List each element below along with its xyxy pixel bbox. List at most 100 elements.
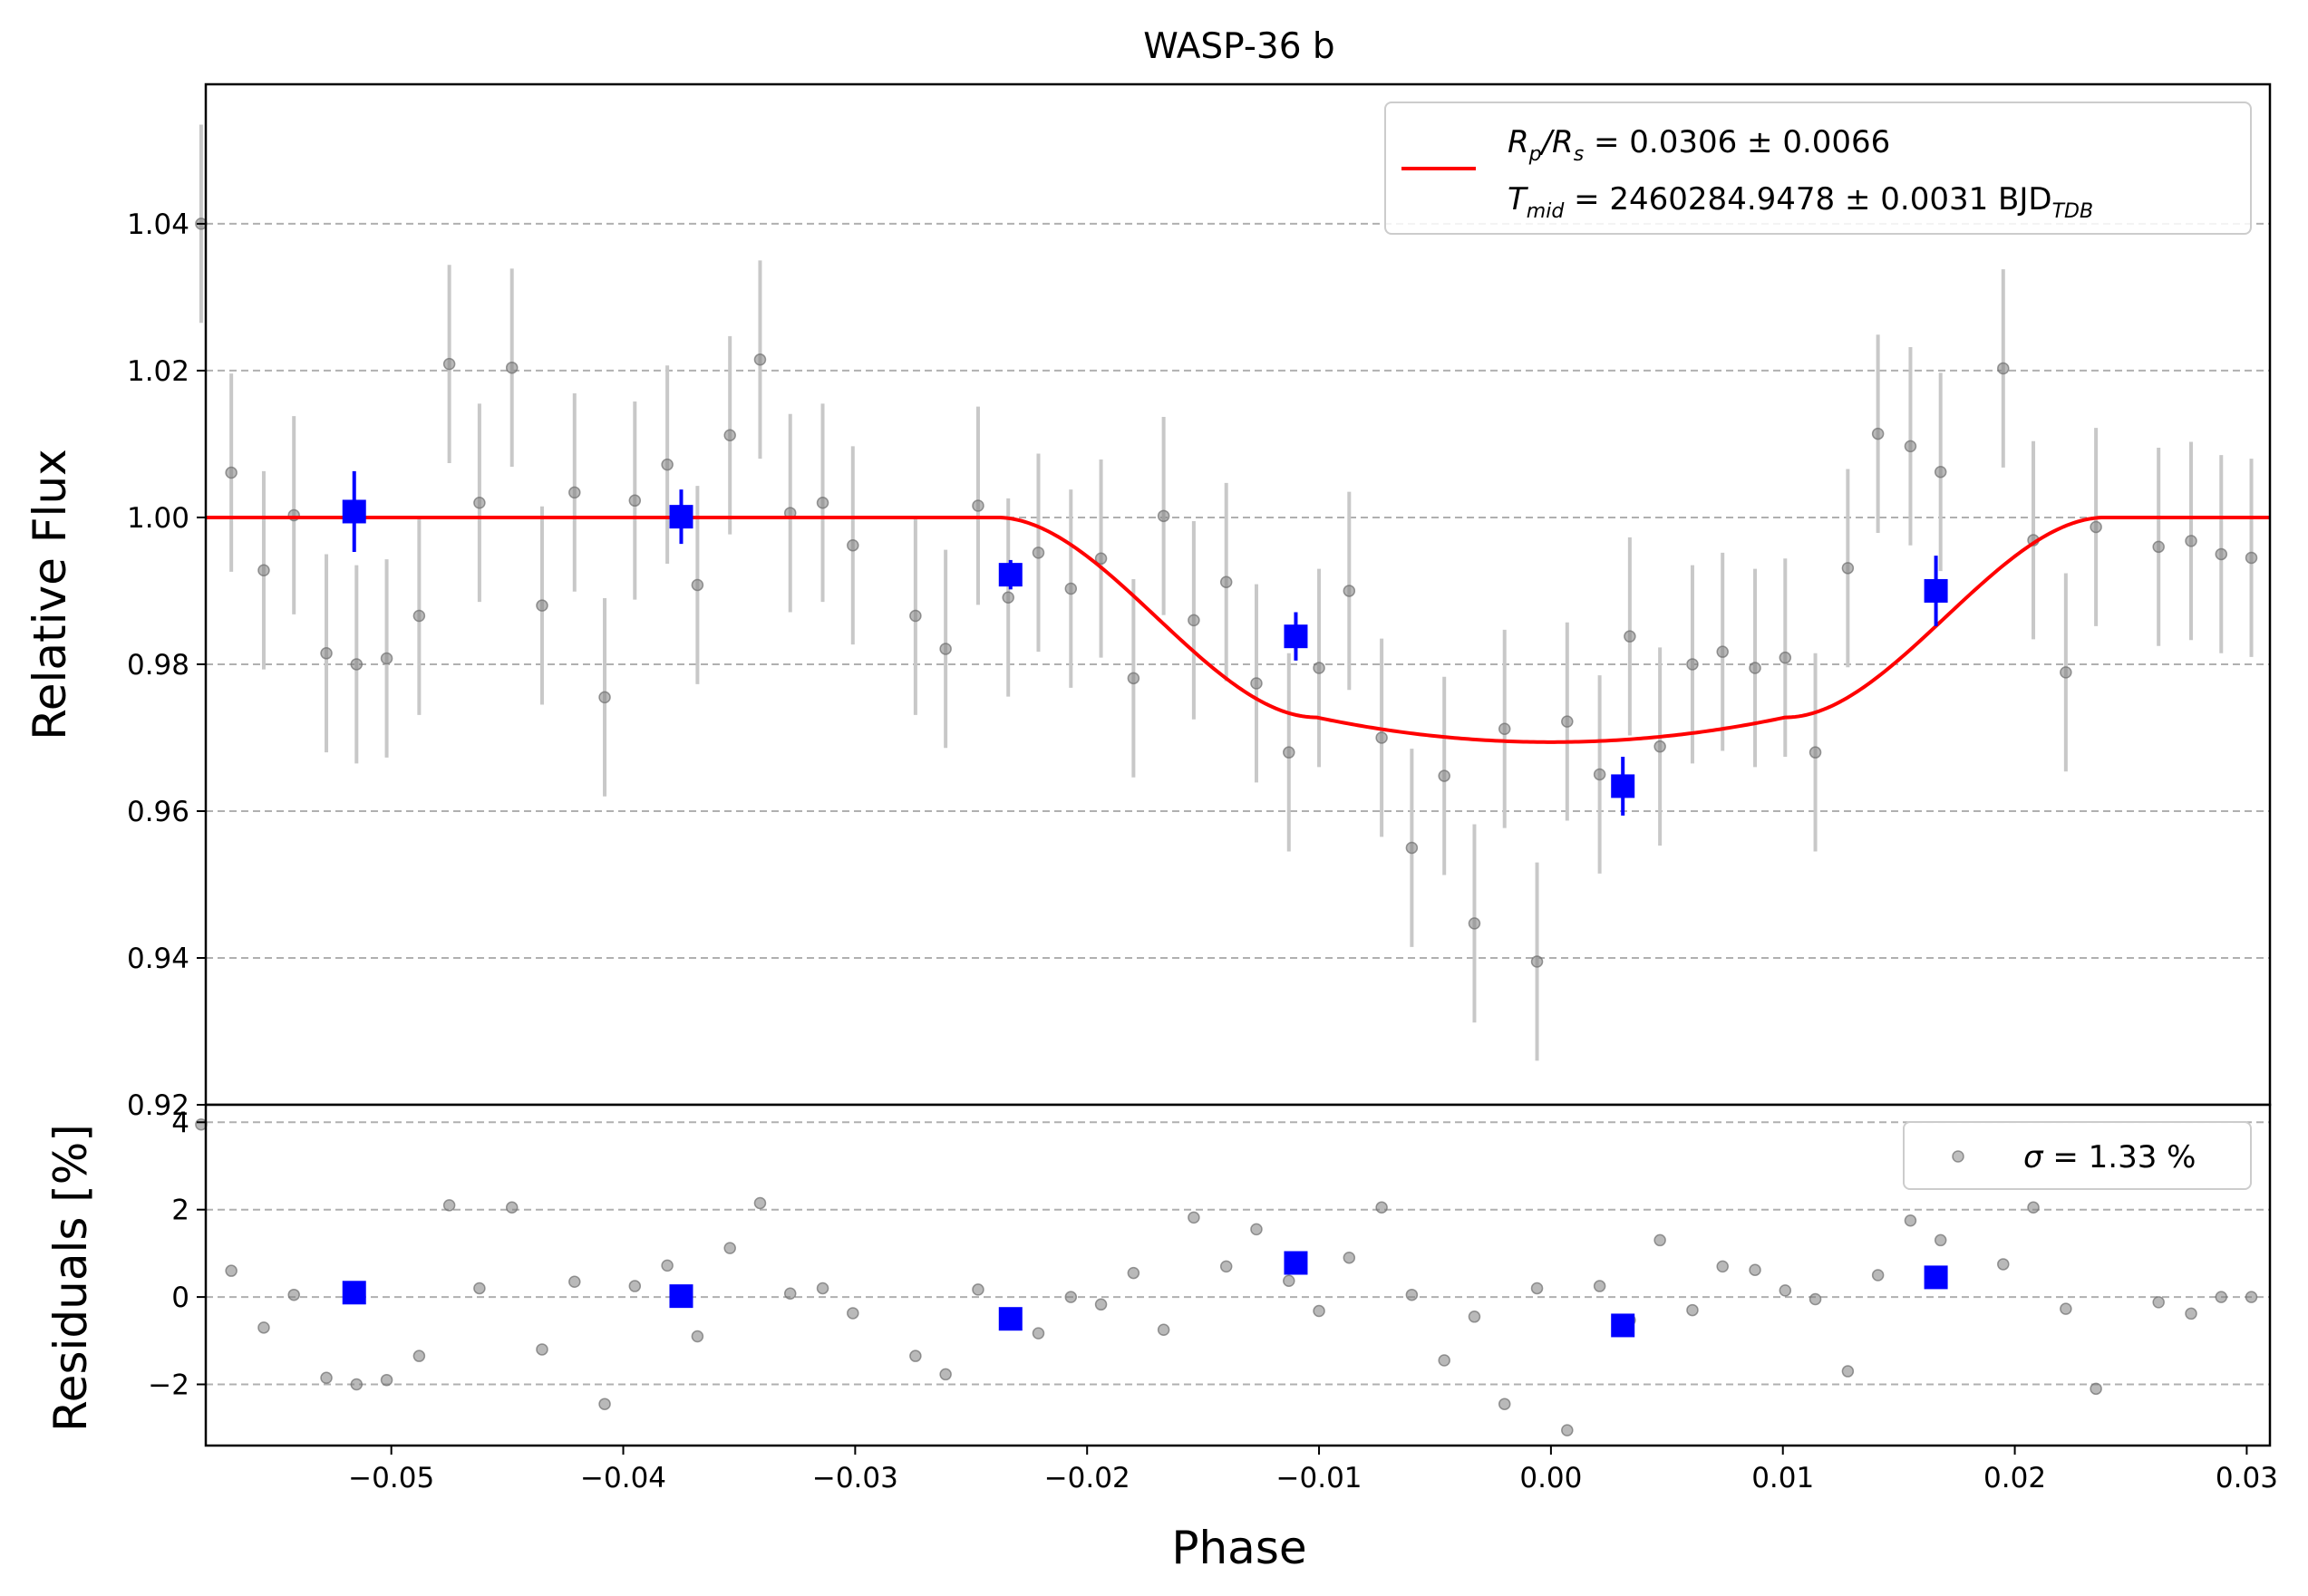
flux-raw-point: [1686, 658, 1699, 671]
residual-raw-point: [380, 1373, 393, 1387]
flux-raw-point: [1593, 768, 1606, 781]
flux-raw-point: [350, 658, 364, 671]
legend-radius-ratio-label: Rp/Rs = 0.0306 ± 0.0066: [1508, 124, 1890, 166]
flux-raw-point: [2060, 666, 2072, 679]
flux-raw-point: [536, 599, 548, 612]
flux-raw-point: [2185, 535, 2197, 547]
residual-raw-point: [2215, 1291, 2228, 1303]
flux-raw-point: [505, 361, 519, 374]
residual-raw-point: [847, 1307, 859, 1320]
flux-raw-point: [628, 494, 642, 508]
residual-binned-point: [342, 1281, 366, 1305]
residual-raw-point: [1653, 1233, 1666, 1247]
residual-raw-point: [1530, 1282, 1544, 1295]
residual-raw-point: [350, 1378, 364, 1391]
flux-raw-point: [2152, 540, 2165, 554]
residual-raw-point: [225, 1264, 238, 1277]
residual-raw-point: [2027, 1201, 2040, 1214]
residual-raw-point: [1593, 1280, 1606, 1292]
flux-panel: 0.92 0.94 0.96 0.98 1.00 1.02 1.04 Relative Fl…: [24, 82, 2272, 1122]
phase-x-tick-label: 0.03: [2216, 1462, 2278, 1494]
residual-raw-point: [320, 1371, 333, 1385]
flux-raw-point: [1438, 769, 1450, 782]
residuals-y-axis-ticks: −2 0 2 4: [148, 1107, 206, 1402]
flux-raw-point: [380, 652, 393, 665]
residual-raw-point: [2060, 1302, 2072, 1315]
flux-binned-point: [1284, 624, 1308, 649]
flux-raw-point: [1779, 651, 1792, 664]
residuals-legend: σ = 1.33 %: [1903, 1121, 2252, 1190]
flux-raw-point: [972, 499, 984, 512]
residual-raw-point: [1064, 1291, 1078, 1303]
residual-raw-point: [1809, 1292, 1822, 1306]
residual-raw-point: [1934, 1233, 1947, 1247]
phase-x-tick-label: −0.02: [1044, 1462, 1130, 1494]
flux-raw-point: [1375, 731, 1388, 744]
phase-x-tick-label: 0.00: [1519, 1462, 1582, 1494]
residuals-y-tick-label: −2: [148, 1369, 189, 1402]
flux-raw-point: [753, 353, 767, 366]
flux-raw-point: [320, 647, 333, 660]
flux-raw-point: [1871, 427, 1885, 440]
flux-raw-point: [1002, 591, 1014, 604]
flux-binned-points: [342, 470, 1948, 816]
residual-raw-point: [1343, 1251, 1356, 1264]
residuals-legend-box: [1903, 1121, 2252, 1190]
residual-raw-point: [972, 1283, 984, 1296]
flux-raw-point: [2090, 520, 2102, 534]
flux-y-axis-label: Relative Flux: [24, 449, 76, 740]
residual-raw-point: [1438, 1354, 1450, 1367]
transit-model-curve: [206, 515, 2270, 744]
residual-raw-point: [783, 1287, 797, 1300]
flux-raw-point: [412, 609, 426, 623]
residual-raw-point: [1779, 1284, 1792, 1297]
phase-x-tick-label: 0.01: [1751, 1462, 1814, 1494]
chart-title: WASP-36 b: [1143, 26, 1334, 67]
flux-raw-point: [225, 466, 238, 479]
flux-raw-point: [1188, 614, 1200, 627]
flux-raw-point: [1405, 841, 1419, 855]
residuals-panel: −2 0 2 4 −0.05 −0.04 −0.03 −0.02 −0.01 0.00 0.01 0…: [44, 1103, 2278, 1574]
residuals-y-tick-label: 0: [171, 1282, 189, 1314]
residual-raw-point: [691, 1330, 704, 1343]
flux-raw-point: [1032, 547, 1045, 559]
residual-raw-point: [1871, 1269, 1885, 1282]
phase-x-tick-label: −0.04: [580, 1462, 666, 1494]
residual-raw-point: [1686, 1303, 1699, 1317]
flux-raw-point: [1064, 582, 1078, 595]
flux-y-tick-label: 1.04: [127, 208, 189, 241]
legend-mid-transit-label: Tmid = 2460284.9478 ± 0.0031 BJDTDB: [1508, 181, 2093, 223]
residual-binned-point: [669, 1284, 693, 1309]
flux-binned-point: [342, 499, 366, 524]
flux-raw-point: [1343, 585, 1356, 597]
flux-raw-point: [1498, 722, 1511, 735]
phase-x-tick-label: −0.03: [812, 1462, 898, 1494]
residual-raw-point: [287, 1288, 300, 1301]
flux-raw-point: [1283, 746, 1295, 759]
residual-raw-point: [1157, 1323, 1170, 1337]
flux-raw-point: [1653, 740, 1666, 753]
residuals-legend-marker: [1952, 1150, 1964, 1163]
flux-raw-point: [1094, 552, 1108, 566]
residual-raw-point: [2090, 1382, 2102, 1396]
residual-raw-point: [536, 1343, 548, 1356]
residual-binned-point: [1284, 1251, 1308, 1275]
residuals-binned-points: [342, 1251, 1948, 1338]
residuals-grid: [206, 1121, 2270, 1386]
flux-grid: [206, 222, 2270, 1106]
flux-raw-point: [1561, 715, 1574, 728]
flux-raw-point: [473, 496, 486, 509]
flux-binned-point: [669, 505, 693, 529]
flux-raw-point: [847, 538, 859, 552]
residuals-y-axis-label: Residuals [%]: [44, 1124, 97, 1432]
flux-raw-point: [1127, 672, 1140, 685]
residual-raw-point: [1405, 1288, 1419, 1301]
residual-raw-point: [2152, 1296, 2165, 1309]
flux-raw-point: [1809, 746, 1822, 759]
residuals-y-tick-label: 4: [171, 1107, 189, 1139]
flux-raw-point: [1530, 955, 1544, 968]
residual-raw-point: [1283, 1274, 1295, 1288]
residual-raw-point: [2185, 1307, 2197, 1320]
phase-x-tick-label: −0.05: [348, 1462, 434, 1494]
